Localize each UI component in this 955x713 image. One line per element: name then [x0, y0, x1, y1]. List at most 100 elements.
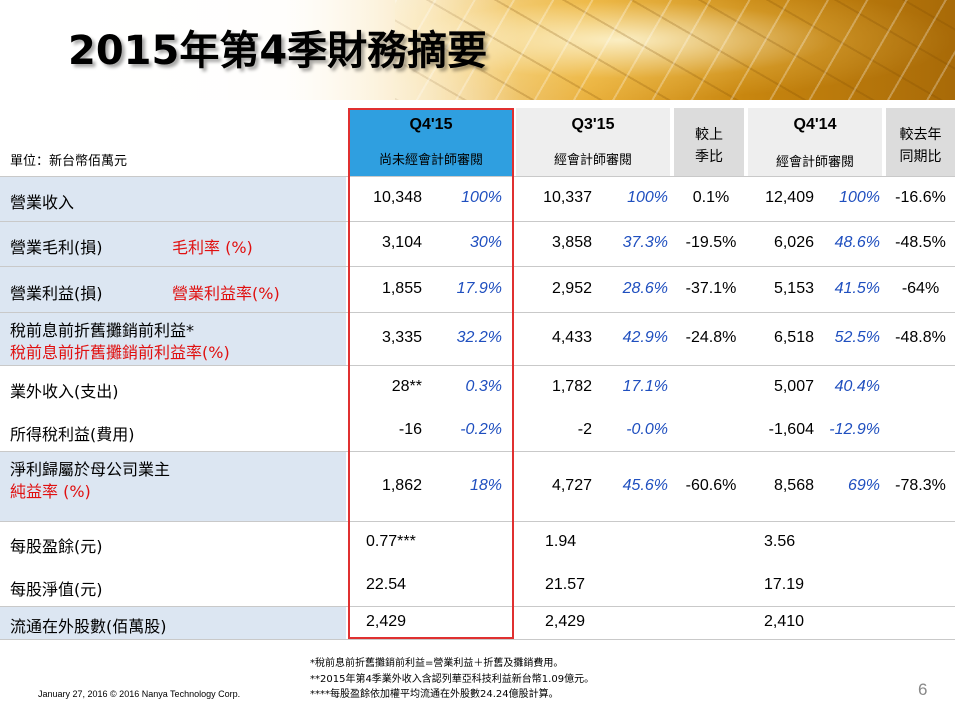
yoy-change: -78.3% [895, 476, 946, 494]
q4-14-subheader: 經會計師審閱 [775, 155, 854, 170]
q3-15-value: 2,429 [545, 613, 586, 630]
footnote-1: *稅前息前折舊攤銷前利益=營業利益＋折舊及攤銷費用。 [310, 658, 564, 669]
row-label-ratio: 純益率 (%) [10, 482, 91, 501]
yoy-header-line2: 同期比 [899, 149, 942, 165]
row-label-shade [0, 222, 346, 266]
qoq-change: -37.1% [685, 279, 737, 297]
q3-15-percent: 28.6% [622, 279, 668, 297]
q3-15-value: 1,782 [551, 377, 592, 395]
row-label: 業外收入(支出) [10, 381, 119, 401]
q4-14-header-bg [748, 108, 882, 176]
row-divider [0, 365, 955, 366]
row-label-shade [0, 267, 346, 312]
row-label-ratio: 稅前息前折舊攤銷前利益率(%) [10, 343, 230, 362]
q4-15-value: 22.54 [366, 575, 407, 593]
row-label: 淨利歸屬於母公司業主 [10, 460, 171, 479]
q4-15-subheader: 尚未經會計師審閱 [378, 153, 483, 168]
qoq-change: -24.8% [685, 329, 737, 346]
row-divider [0, 521, 955, 522]
q3-15-percent: 17.1% [622, 377, 668, 395]
q4-14-value: 5,153 [773, 279, 814, 297]
row-label: 流通在外股數(佰萬股) [10, 617, 167, 636]
q4-14-value: 6,026 [773, 234, 814, 251]
qoq-change: -19.5% [685, 234, 737, 251]
q4-14-value: 2,410 [764, 613, 805, 630]
q4-14-percent: -12.9% [829, 420, 880, 438]
q3-15-value: 3,858 [551, 234, 592, 251]
q4-15-percent: 0.3% [465, 377, 502, 395]
q4-15-percent: 30% [469, 234, 502, 251]
banner-fade [0, 0, 520, 100]
qoq-header-line2: 季比 [695, 149, 723, 165]
q4-15-percent: 18% [469, 476, 502, 494]
unit-label: 單位：新台幣佰萬元 [10, 154, 128, 169]
q4-14-percent: 48.6% [834, 234, 880, 251]
q4-14-header: Q4'14 [793, 116, 837, 133]
q4-14-percent: 41.5% [834, 279, 880, 297]
q3-15-value: 2,952 [551, 279, 592, 297]
q3-15-percent: -0.0% [626, 420, 668, 438]
row-divider [0, 176, 955, 177]
q4-15-value: 1,862 [381, 476, 422, 494]
q4-15-value: 10,348 [373, 189, 422, 206]
row-label-ratio: 營業利益率(%) [172, 283, 280, 303]
q3-15-value: 1.94 [545, 533, 577, 550]
q3-15-value: -2 [577, 420, 592, 438]
q4-15-header-bg [348, 108, 514, 176]
q4-15-percent: -0.2% [460, 420, 502, 438]
q4-15-value: -16 [398, 420, 422, 438]
q4-15-value: 1,855 [381, 279, 422, 297]
q4-15-value: 3,104 [381, 234, 422, 251]
q4-14-value: 5,007 [773, 377, 814, 395]
q3-15-subheader: 經會計師審閱 [553, 153, 632, 168]
q4-14-value: 17.19 [764, 575, 805, 593]
qoq-header-bg [674, 108, 744, 176]
page-title: 2015年第4季財務摘要 [68, 28, 488, 74]
row-label: 每股盈餘(元) [10, 537, 103, 556]
footnote-3: ****每股盈餘依加權平均流通在外股數24.24億股計算。 [310, 689, 559, 700]
q4-15-highlight-box [348, 108, 514, 639]
row-label: 營業毛利(損) [10, 238, 103, 257]
row-label-shade [0, 313, 346, 365]
q3-15-percent: 42.9% [622, 329, 668, 346]
row-label: 所得稅利益(費用) [10, 424, 135, 444]
q3-15-percent: 45.6% [622, 476, 668, 494]
q3-15-percent: 100% [627, 189, 668, 206]
q4-14-value: 8,568 [773, 476, 814, 494]
footnote-2: **2015年第4季業外收入含認列華亞科技利益新台幣1.09億元。 [310, 674, 595, 685]
q4-14-value: 3.56 [764, 533, 796, 550]
q4-14-value: -1,604 [768, 420, 814, 438]
row-label-ratio: 毛利率 (%) [172, 238, 253, 257]
header-banner [0, 0, 955, 100]
q3-15-value: 10,337 [543, 189, 592, 206]
row-label: 每股淨值(元) [10, 579, 103, 599]
qoq-change: -60.6% [685, 476, 737, 494]
qoq-header-line1: 較上 [695, 127, 723, 143]
row-label: 營業利益(損) [10, 283, 103, 303]
q3-15-header-bg [516, 108, 670, 176]
row-divider [0, 451, 955, 452]
q4-14-value: 12,409 [765, 189, 814, 206]
q4-15-header: Q4'15 [409, 116, 453, 133]
q4-15-value: 0.77*** [366, 533, 416, 550]
q4-15-percent: 17.9% [456, 279, 502, 297]
q3-15-value: 4,727 [551, 476, 592, 494]
page-number: 6 [918, 680, 928, 699]
footer-date-copyright: January 27, 2016 © 2016 Nanya Technology… [38, 689, 241, 699]
q3-15-header: Q3'15 [571, 116, 615, 133]
yoy-change: -64% [901, 279, 940, 297]
yoy-header-bg [886, 108, 955, 176]
yoy-change: -16.6% [895, 189, 946, 206]
row-divider [0, 266, 955, 267]
row-label-shade [0, 177, 346, 221]
q4-15-value: 2,429 [366, 613, 407, 630]
q3-15-value: 21.57 [545, 575, 586, 593]
row-label-shade [0, 452, 346, 521]
yoy-change: -48.5% [895, 234, 946, 251]
qoq-change: 0.1% [692, 189, 730, 206]
row-divider [0, 221, 955, 222]
q4-15-percent: 100% [461, 189, 502, 206]
row-label: 稅前息前折舊攤銷前利益* [10, 321, 195, 340]
q4-15-value: 28** [391, 377, 422, 395]
q4-14-percent: 40.4% [834, 377, 880, 395]
